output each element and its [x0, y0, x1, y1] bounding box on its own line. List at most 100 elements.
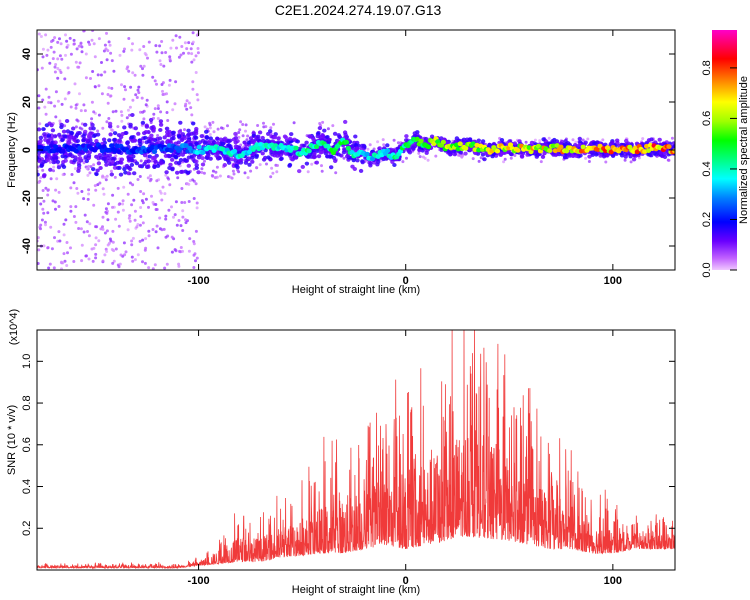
- noise-point: [183, 201, 187, 204]
- noise-point: [271, 171, 275, 175]
- noise-point: [461, 154, 465, 158]
- band-point: [407, 150, 413, 155]
- noise-point: [54, 63, 58, 66]
- ridge-point: [151, 149, 158, 155]
- noise-point: [127, 216, 131, 220]
- noise-point: [82, 197, 86, 201]
- band-point: [404, 134, 409, 139]
- band-point: [260, 135, 265, 140]
- noise-point: [59, 42, 63, 46]
- band-point: [404, 138, 409, 143]
- noise-point: [203, 159, 206, 163]
- noise-point: [140, 96, 144, 100]
- noise-point: [181, 249, 184, 253]
- band-point: [129, 162, 135, 167]
- band-point: [50, 128, 56, 133]
- noise-point: [64, 33, 67, 37]
- noise-point: [70, 173, 74, 176]
- noise-point: [183, 128, 186, 132]
- noise-point: [41, 47, 45, 51]
- band-point: [368, 161, 373, 166]
- noise-point: [121, 202, 125, 206]
- band-point: [167, 154, 172, 159]
- noise-point: [101, 215, 105, 219]
- noise-point: [91, 70, 95, 73]
- noise-point: [539, 160, 543, 164]
- band-point: [208, 156, 213, 161]
- band-point: [385, 143, 390, 148]
- band-point: [182, 157, 187, 162]
- noise-point: [43, 220, 47, 224]
- band-point: [254, 154, 259, 159]
- noise-point: [162, 227, 166, 231]
- noise-point: [150, 194, 153, 198]
- ridge-point: [515, 148, 521, 153]
- noise-point: [175, 223, 179, 227]
- band-point: [499, 138, 505, 142]
- noise-point: [133, 218, 137, 222]
- ridge-point: [232, 148, 238, 154]
- noise-point: [165, 100, 169, 104]
- noise-point: [185, 107, 189, 111]
- noise-point: [74, 106, 78, 110]
- y-tick-label: 0.8: [21, 395, 33, 410]
- noise-point: [77, 44, 81, 48]
- noise-point: [194, 259, 197, 263]
- noise-point: [139, 215, 143, 218]
- noise-point: [93, 184, 97, 188]
- ridge-point: [370, 156, 376, 162]
- band-point: [57, 132, 62, 137]
- noise-point: [89, 77, 92, 80]
- noise-point: [56, 99, 60, 103]
- noise-point: [80, 259, 84, 263]
- band-point: [126, 171, 131, 176]
- noise-point: [56, 239, 60, 243]
- noise-point: [184, 102, 188, 106]
- noise-point: [342, 156, 346, 160]
- noise-point: [168, 57, 172, 61]
- noise-point: [144, 103, 148, 107]
- band-point: [128, 124, 133, 129]
- noise-point: [40, 218, 44, 222]
- noise-point: [94, 243, 98, 247]
- band-point: [452, 152, 457, 157]
- band-point: [129, 135, 134, 140]
- noise-point: [192, 242, 196, 246]
- noise-point: [142, 192, 146, 196]
- band-point: [233, 131, 238, 136]
- band-point: [76, 166, 82, 171]
- noise-point: [159, 191, 163, 195]
- band-point: [37, 172, 40, 177]
- noise-point: [42, 244, 46, 248]
- band-point: [308, 134, 313, 139]
- colorbar-ticks: 0.0 0.2 0.4 0.6 0.8: [701, 60, 737, 278]
- ridge-point: [455, 146, 461, 152]
- noise-point: [80, 50, 84, 54]
- noise-point: [147, 229, 151, 233]
- noise-point: [139, 190, 143, 193]
- noise-point: [184, 221, 188, 225]
- band-point: [168, 162, 173, 167]
- y-tick-label: -20: [21, 190, 33, 206]
- band-point: [261, 138, 267, 143]
- noise-point: [121, 208, 125, 212]
- noise-point: [264, 125, 268, 129]
- noise-point: [417, 151, 421, 155]
- noise-point: [82, 161, 86, 165]
- band-point: [250, 138, 255, 143]
- noise-point: [164, 51, 168, 54]
- noise-point: [60, 267, 63, 270]
- noise-point: [153, 263, 157, 267]
- band-point: [68, 135, 73, 140]
- noise-point: [125, 116, 129, 120]
- ridge-point: [246, 149, 253, 155]
- noise-point: [202, 171, 206, 175]
- noise-point: [46, 193, 50, 197]
- noise-point: [170, 205, 173, 209]
- band-point: [98, 166, 103, 170]
- band-point: [314, 160, 319, 165]
- band-point: [361, 143, 367, 148]
- band-point: [590, 151, 595, 156]
- band-point: [37, 155, 40, 160]
- noise-point: [41, 189, 45, 192]
